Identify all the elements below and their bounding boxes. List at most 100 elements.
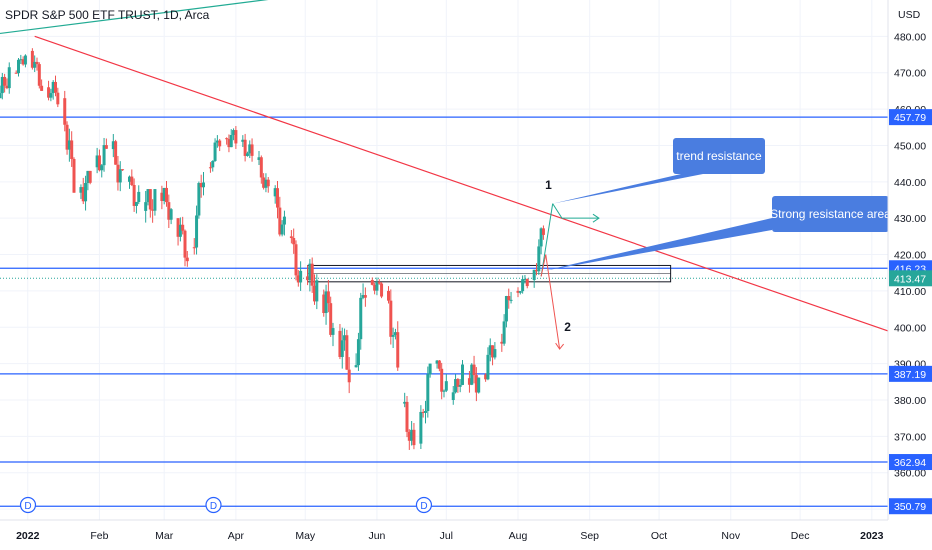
candle-body [23, 55, 27, 65]
candle-body [537, 246, 541, 272]
candle-body [391, 334, 395, 337]
candle-body [500, 341, 504, 344]
dividend-marker [415, 496, 433, 514]
projection-path-1b [552, 203, 599, 219]
candle-body [340, 340, 344, 357]
arrow-right-icon [592, 213, 600, 223]
candle-body [257, 157, 261, 160]
candle-body [310, 263, 314, 286]
candle-body [313, 285, 316, 302]
candle-body [442, 390, 446, 392]
candle-body [324, 291, 328, 314]
x-tick-label: 2022 [16, 530, 40, 542]
candle-body [405, 401, 409, 432]
candle-body [54, 81, 57, 93]
candle-body [97, 155, 101, 171]
candle-body [322, 294, 326, 314]
candle-body [160, 192, 164, 201]
candle-body [331, 328, 335, 335]
candle-body [202, 182, 205, 188]
candle-body [134, 201, 138, 206]
price-tag [889, 454, 932, 471]
candle-body [507, 296, 511, 301]
candle-body [162, 187, 166, 201]
candle-body [197, 183, 201, 216]
arrow-down-icon [555, 342, 565, 350]
y-tick-label: 420.00 [894, 250, 926, 262]
candle-body [373, 284, 377, 291]
projection-path-2b [545, 254, 561, 350]
candle-body [377, 282, 381, 284]
x-tick-label: 2023 [860, 530, 884, 542]
candle-body [361, 295, 365, 298]
y-tick-label: 360.00 [894, 468, 926, 480]
candle-body [33, 61, 37, 68]
candle-body [19, 59, 23, 61]
candle-body [95, 155, 99, 168]
dividend-marker-text: D [210, 501, 217, 512]
callout-pointer-2 [543, 218, 772, 271]
price-tag-label: 362.94 [894, 457, 926, 469]
candle-body [49, 93, 53, 98]
candle-body [5, 85, 9, 89]
dividend-marker [19, 496, 37, 514]
candle-body [181, 224, 185, 231]
candle-body [121, 169, 125, 171]
candle-body [262, 177, 266, 188]
candle-body [412, 429, 416, 446]
candle-body [30, 50, 34, 68]
candle-body [396, 332, 400, 368]
candle-body [241, 139, 245, 142]
candle-body [393, 332, 397, 335]
candle-body [410, 429, 414, 441]
candle-body [111, 141, 115, 150]
candle-body [375, 282, 379, 291]
candle-body [37, 64, 41, 86]
axis-currency: USD [898, 9, 921, 21]
candle-body [232, 130, 236, 136]
candle-body [428, 363, 432, 375]
x-tick-label: Dec [791, 530, 810, 542]
candle-body [276, 188, 279, 208]
candle-body [51, 81, 55, 94]
y-tick-label: 380.00 [894, 395, 926, 407]
candle-body [458, 384, 462, 387]
price-tag-label: 350.79 [894, 501, 926, 513]
candle-body [137, 191, 141, 202]
candle-body [67, 140, 71, 150]
candle-body [211, 160, 215, 168]
candle-body [118, 169, 122, 183]
candle-body [523, 278, 527, 280]
candle-body [294, 244, 298, 276]
callout-strong-resistance-text: Strong resistance area [770, 207, 891, 221]
candle-body [326, 291, 330, 304]
candle-body [14, 72, 18, 74]
candle-body [151, 209, 155, 211]
candle-body [116, 164, 120, 183]
y-tick-label: 430.00 [894, 213, 926, 225]
candle-body [215, 140, 219, 143]
candle-body [234, 130, 238, 144]
candle-body [299, 270, 303, 283]
candle-body [387, 290, 390, 301]
candle-body [426, 374, 430, 411]
x-tick-label: Aug [509, 530, 528, 542]
candle-body [315, 280, 319, 302]
candle-body [308, 263, 312, 281]
candle-body [167, 202, 171, 220]
candle-body [130, 176, 134, 186]
y-tick-label: 370.00 [894, 431, 926, 443]
candle-body [169, 209, 173, 220]
candle-body [359, 297, 363, 340]
candle-body [278, 207, 282, 235]
candle-body [72, 159, 76, 193]
candle-body [185, 257, 189, 262]
candle-body [192, 247, 196, 249]
candle-body [7, 67, 11, 89]
x-tick-label: Jun [368, 530, 385, 542]
callout-strong-resistance [772, 196, 889, 232]
candle-body [488, 345, 492, 355]
candle-body [521, 279, 525, 292]
candle-body [250, 144, 254, 156]
